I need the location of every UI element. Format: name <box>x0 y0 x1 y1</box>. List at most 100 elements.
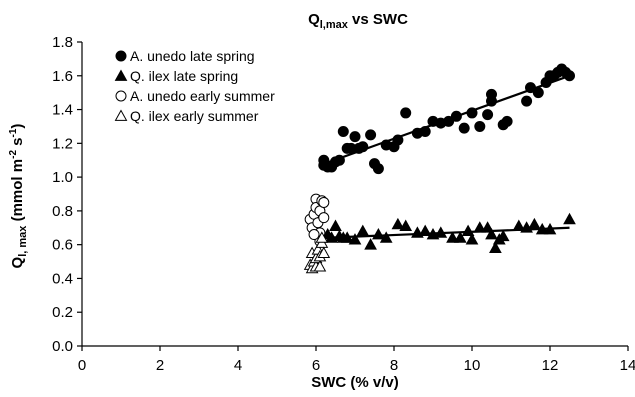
x-tick-label: 10 <box>464 357 481 374</box>
y-tick-label: 1.8 <box>52 34 73 51</box>
data-point <box>337 126 349 138</box>
legend-label: A. unedo late spring <box>130 48 255 64</box>
x-tick-label: 14 <box>620 357 635 374</box>
y-tick-label: 1.2 <box>52 135 73 152</box>
data-point <box>486 88 497 100</box>
data-point <box>532 87 544 99</box>
x-tick-label: 12 <box>542 357 559 374</box>
data-point <box>365 129 377 141</box>
y-tick-label: 1.6 <box>52 68 73 85</box>
y-tick-label: 0.0 <box>52 338 73 355</box>
chart-title: Ql,max vs SWC <box>308 11 408 31</box>
data-point <box>485 228 498 240</box>
series-points <box>318 63 575 175</box>
data-point <box>392 134 404 146</box>
legend-marker <box>114 69 128 81</box>
series-points <box>304 193 330 247</box>
data-point <box>318 212 330 224</box>
y-axis-title-sup-a: -2 <box>8 150 19 159</box>
y-tick-label: 1.4 <box>52 102 73 119</box>
x-tick-label: 0 <box>78 357 86 374</box>
data-point <box>379 231 393 243</box>
axes <box>81 42 628 347</box>
data-point <box>419 126 431 138</box>
data-point <box>473 221 487 233</box>
data-point <box>356 224 370 237</box>
data-point <box>308 229 320 241</box>
y-axis-title-main: Q <box>9 256 26 268</box>
chart-title-main: Q <box>308 11 320 28</box>
legend-label: Q. ilex late spring <box>130 68 238 84</box>
data-point <box>315 231 329 243</box>
y-tick-label: 0.6 <box>52 237 73 254</box>
legend-marker <box>115 90 127 102</box>
data-point <box>372 163 384 175</box>
data-point <box>446 231 459 243</box>
data-point <box>313 260 327 272</box>
chart-title-sub: l,max <box>320 19 349 31</box>
data-point <box>528 217 541 230</box>
series-points <box>303 231 331 274</box>
y-axis-title-sup-b: -1 <box>8 128 19 137</box>
data-point <box>333 154 345 166</box>
x-axis-title: SWC (% v/v) <box>311 374 399 391</box>
data-point <box>418 224 432 237</box>
data-point <box>563 212 576 225</box>
trendlines <box>319 74 570 240</box>
y-axis-title-units-c: ) <box>9 124 26 129</box>
y-axis-title-units-a: (mmol m <box>9 159 26 226</box>
data-point <box>357 141 369 153</box>
y-axis-ticks: 0.0 0.2 0.4 0.6 0.8 1.0 1.2 1.4 1.6 1.8 <box>52 34 82 355</box>
data-points <box>303 63 576 274</box>
data-point <box>489 241 502 253</box>
data-point <box>340 231 354 243</box>
data-point <box>317 246 331 259</box>
data-point <box>318 196 330 208</box>
data-point <box>481 221 494 233</box>
data-point <box>443 115 455 127</box>
y-tick-label: 0.4 <box>52 270 73 287</box>
data-point <box>434 226 448 238</box>
x-tick-label: 4 <box>234 357 242 374</box>
x-tick-label: 2 <box>156 357 164 374</box>
data-point <box>329 219 342 231</box>
data-point <box>349 131 361 143</box>
data-point <box>496 229 510 242</box>
series-points <box>321 212 576 253</box>
data-point <box>458 122 470 134</box>
data-point <box>461 224 475 237</box>
data-point <box>512 219 526 231</box>
data-point <box>453 231 467 243</box>
data-point <box>535 222 549 235</box>
x-tick-label: 8 <box>390 357 398 374</box>
data-point <box>450 110 462 122</box>
data-point <box>501 115 513 127</box>
data-point <box>399 219 413 231</box>
legend-label: Q. ilex early summer <box>130 108 259 124</box>
chart-title-rest: vs SWC <box>348 11 408 28</box>
data-point <box>348 233 362 245</box>
x-axis-ticks: 0 2 4 6 8 10 12 14 <box>78 346 635 374</box>
data-point <box>525 82 536 94</box>
data-point <box>466 107 478 119</box>
data-point <box>564 70 575 82</box>
data-point <box>543 222 557 235</box>
data-point <box>364 238 377 250</box>
y-tick-label: 0.8 <box>52 203 73 220</box>
data-point <box>391 217 405 230</box>
legend: A. unedo late spring Q. ilex late spring A… <box>114 48 275 124</box>
data-point <box>465 233 479 245</box>
data-point <box>474 120 486 132</box>
y-tick-label: 0.2 <box>52 304 73 321</box>
data-point <box>482 109 494 121</box>
y-axis-title-sub: l, max <box>17 225 29 257</box>
data-point <box>521 95 533 107</box>
y-axis-title-units-b: s <box>9 137 26 150</box>
legend-marker <box>114 109 128 121</box>
legend-marker <box>115 50 127 62</box>
data-point <box>400 107 412 119</box>
y-tick-label: 1.0 <box>52 169 73 186</box>
y-axis-title: Ql, max (mmol m-2 s-1) <box>8 124 29 269</box>
legend-label: A. unedo early summer <box>130 88 275 104</box>
